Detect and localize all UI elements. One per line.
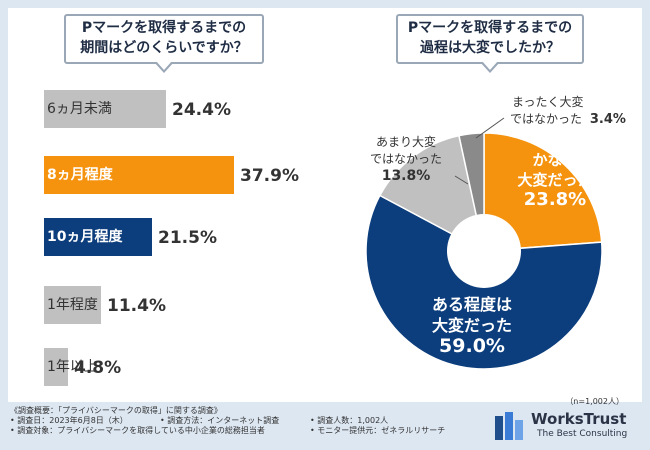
workstrust-logo: WorksTrust The Best Consulting: [493, 408, 643, 446]
workstrust-logo-icon: [495, 412, 523, 440]
bar-label: 10ヵ月程度: [47, 229, 123, 245]
sample-size-note: （n=1,002人）: [565, 397, 624, 406]
bar-value: 4.8%: [74, 358, 122, 378]
leader-line-mattaku: [475, 117, 505, 139]
label-aru: ある程度は 大変だった 59.0%: [412, 294, 532, 357]
slice-kanari: [483, 132, 603, 252]
bar-value: 24.4%: [172, 100, 231, 120]
footer-overview: 《調査概要：「プライバシーマークの取得」に関する調査》: [10, 406, 222, 415]
bar-label: 8ヵ月程度: [47, 167, 113, 183]
difficulty-donut-chart: [365, 117, 603, 370]
bar-value: 11.4%: [107, 296, 166, 316]
bar-label: 6ヵ月未満: [47, 101, 112, 117]
label-kanari: かなり 大変だった 23.8%: [500, 150, 610, 210]
bar-6-months-or-less: 6ヵ月未満 24.4%: [44, 90, 231, 128]
right-question-bubble: Pマークを取得するまでの 過程は大変でしたか？: [396, 14, 584, 73]
label-mattaku-line2-row: ではなかった 3.4%: [498, 111, 626, 128]
donut-hole: [447, 214, 521, 288]
label-mattaku-value: 3.4%: [589, 112, 626, 127]
right-question-line1: Pマークを取得するまでの: [407, 20, 573, 36]
label-amari: あまり大変 ではなかった 13.8%: [360, 134, 452, 185]
label-aru-value: 59.0%: [439, 335, 505, 357]
label-aru-line2: 大変だった: [431, 316, 512, 335]
slice-amari: [378, 134, 486, 253]
label-mattaku-line2: ではなかった: [510, 112, 583, 126]
label-amari-value: 13.8%: [381, 168, 431, 184]
label-kanari-value: 23.8%: [523, 189, 587, 210]
leader-line-amari: [454, 175, 469, 185]
bar-label: 1年以上: [47, 359, 98, 375]
bar-over-1-year: 1年以上 4.8%: [44, 348, 121, 386]
footer-count: • 調査人数：1,002人: [310, 416, 389, 425]
bar-8-months: 8ヵ月程度 37.9%: [44, 156, 299, 194]
bar-1-year: 1年程度 11.4%: [44, 286, 166, 324]
label-kanari-line2: 大変だった: [517, 171, 593, 189]
left-question-bubble: Pマークを取得するまでの 期間はどのくらいですか？: [64, 14, 264, 73]
left-question-line1: Pマークを取得するまでの: [81, 20, 247, 36]
bar-10-months: 10ヵ月程度 21.5%: [44, 218, 217, 256]
bar-label: 1年程度: [47, 297, 98, 313]
footer-method: • 調査方法：インターネット調査: [160, 416, 280, 425]
logo-tagline: The Best Consulting: [537, 429, 628, 439]
label-amari-line2: ではなかった: [369, 152, 442, 166]
bar-value: 37.9%: [240, 166, 299, 186]
footer-date: • 調査日：2023年6月8日（木）: [10, 416, 128, 425]
content-panel: Pマークを取得するまでの 期間はどのくらいですか？ Pマークを取得するまでの 過…: [8, 8, 642, 406]
logo-name: WorksTrust: [531, 410, 627, 428]
footer-provider: • モニター提供元：ゼネラルリサーチ: [310, 426, 446, 435]
right-question-line2: 過程は大変でしたか？: [420, 40, 560, 56]
left-question-line2: 期間はどのくらいですか？: [80, 40, 248, 56]
label-mattaku-line1: まったく大変: [512, 95, 584, 109]
label-amari-line1: あまり大変: [375, 135, 436, 149]
label-mattaku: まったく大変 ではなかった 3.4%: [498, 94, 626, 128]
footer-target: • 調査対象：プライバシーマークを取得している中小企業の総務担当者: [10, 426, 265, 435]
label-aru-line1: ある程度は: [431, 295, 512, 314]
bar-value: 21.5%: [158, 228, 217, 248]
label-kanari-line1: かなり: [532, 151, 578, 169]
